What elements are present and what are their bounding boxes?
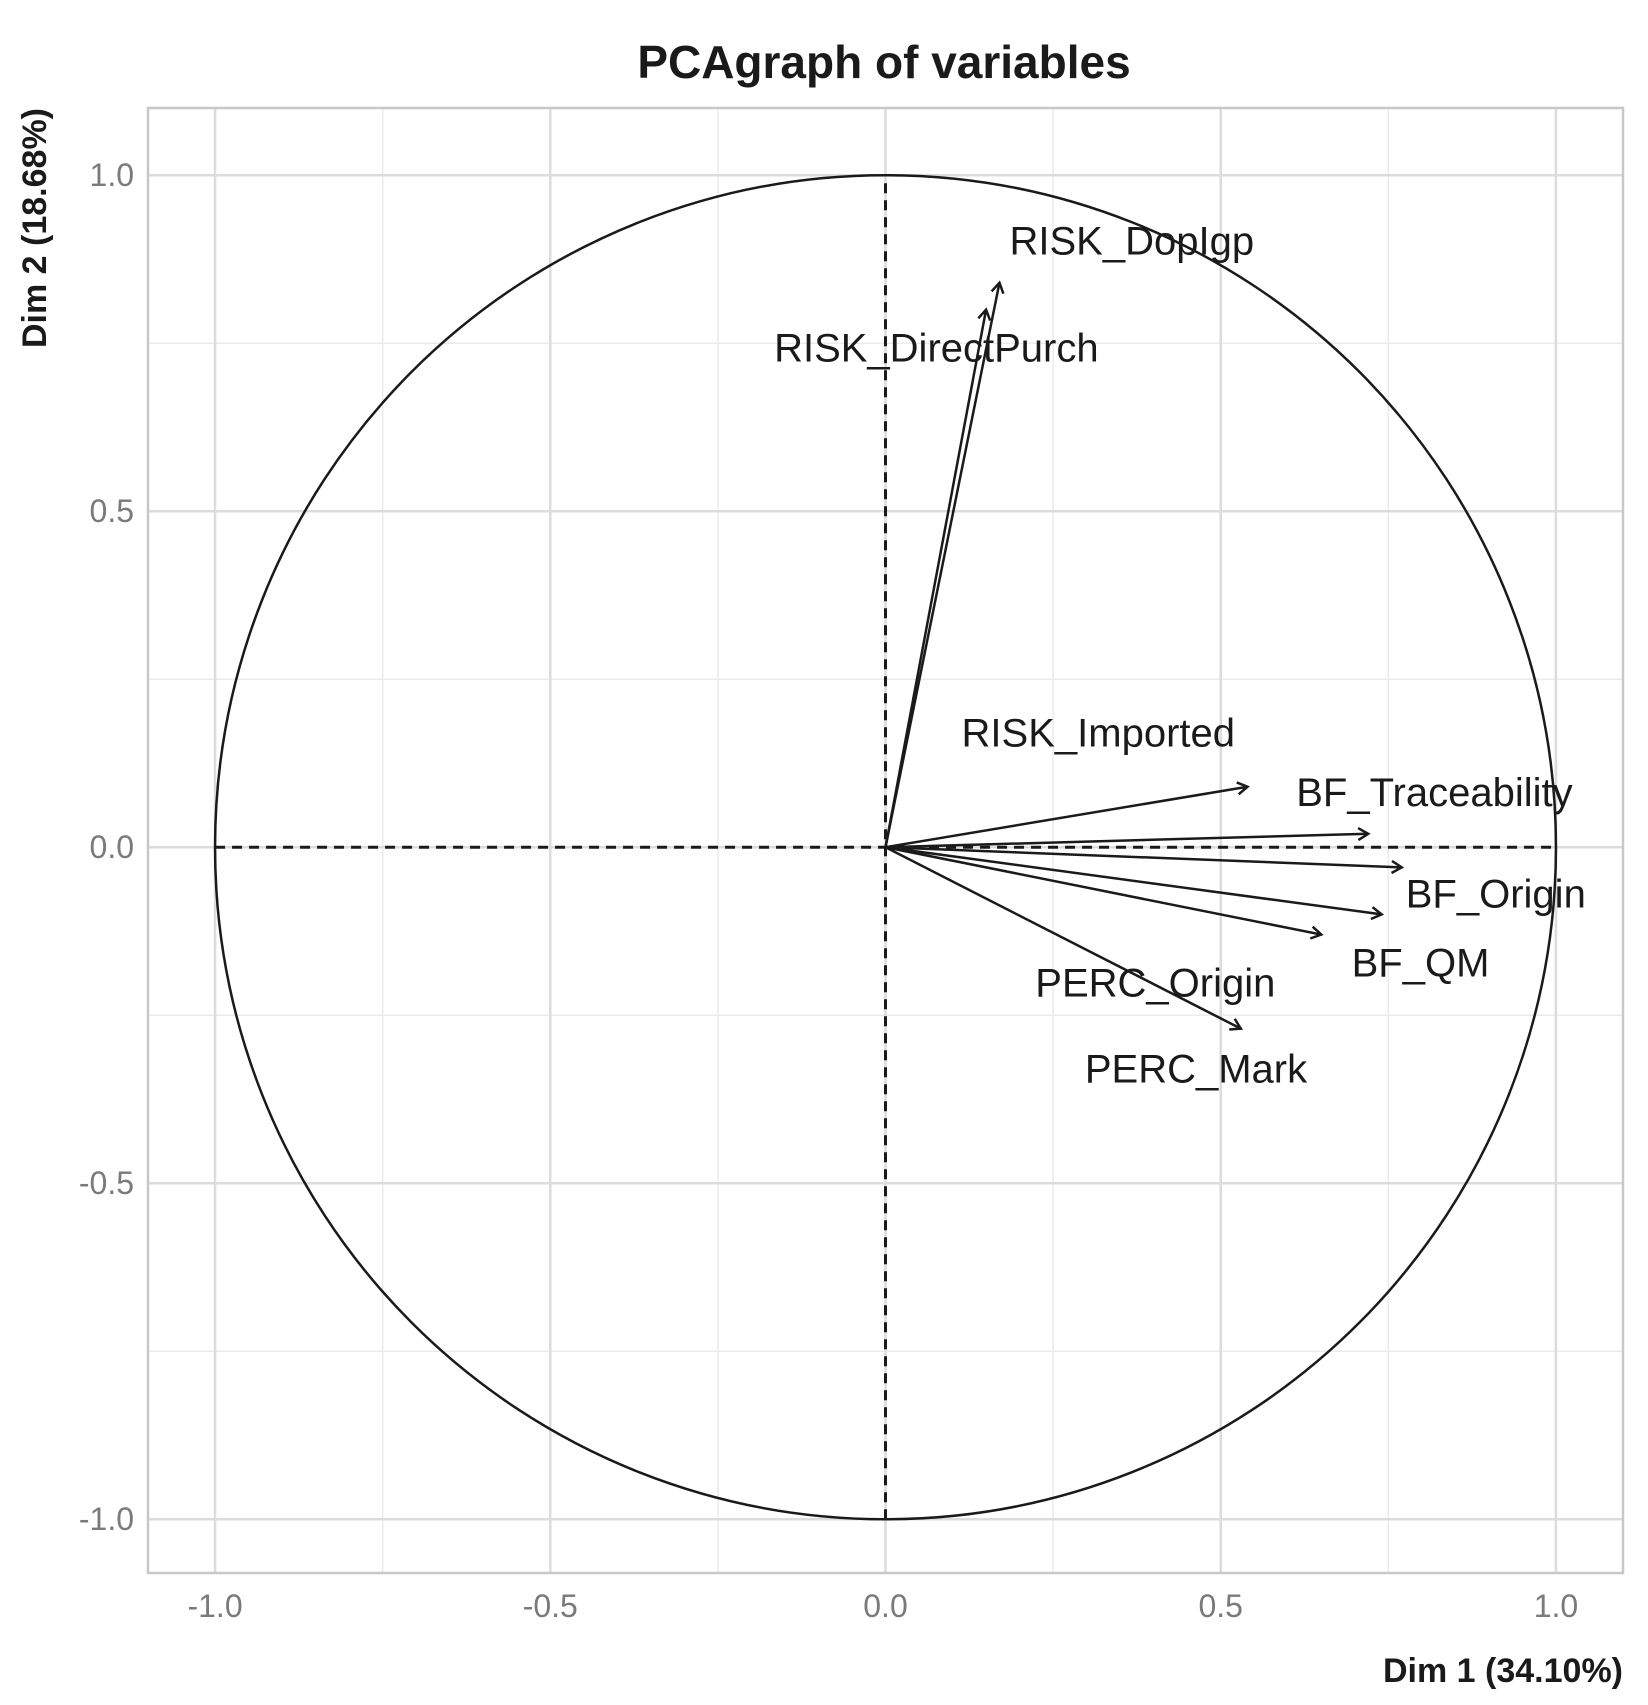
- x-axis-title: Dim 1 (34.10%): [1383, 1652, 1623, 1690]
- label-bf-qm: BF_QM: [1352, 941, 1490, 985]
- arrow-perc-origin: [885, 845, 1322, 934]
- y-tick-label: 0.5: [90, 493, 134, 529]
- panel-border: [146, 106, 1625, 1575]
- label-perc-mark: PERC_Mark: [1085, 1048, 1308, 1092]
- arrow-risk-directpurch: [884, 310, 987, 848]
- variable-arrows: [884, 283, 1402, 1029]
- arrow-perc-mark: [884, 846, 1241, 1028]
- y-tick-label: -1.0: [79, 1501, 134, 1537]
- y-axis-title: Dim 2 (18.68%): [16, 108, 54, 348]
- variable-labels: RISK_DopIgp RISK_DirectPurch RISK_Imported…: [774, 220, 1586, 1092]
- chart-title: PCAgraph of variables: [637, 36, 1130, 88]
- label-perc-origin: PERC_Origin: [1035, 962, 1275, 1006]
- arrow-risk-dopigp: [884, 283, 1000, 848]
- tick-labels: -1.0 -0.5 0.0 0.5 1.0 -1.0 -0.5 0.0 0.5 1.0: [79, 157, 1578, 1624]
- y-tick-label: 0.0: [90, 829, 134, 865]
- label-bf-traceability: BF_Traceability: [1296, 771, 1572, 815]
- arrow-bf-qm: [885, 845, 1382, 914]
- arrow-bf-origin: [885, 845, 1402, 867]
- x-tick-label: 1.0: [1534, 1588, 1578, 1624]
- y-tick-label: -0.5: [79, 1165, 134, 1201]
- y-tick-label: 1.0: [90, 157, 134, 193]
- x-tick-label: -0.5: [523, 1588, 578, 1624]
- x-tick-label: 0.5: [1198, 1588, 1242, 1624]
- label-risk-dopigp: RISK_DopIgp: [1009, 220, 1254, 264]
- label-risk-directpurch: RISK_DirectPurch: [774, 327, 1099, 371]
- arrow-bf-traceability: [885, 834, 1369, 849]
- x-tick-label: 0.0: [863, 1588, 907, 1624]
- arrow-risk-imported: [885, 787, 1248, 849]
- label-bf-origin: BF_Origin: [1406, 872, 1586, 916]
- x-tick-label: -1.0: [187, 1588, 242, 1624]
- label-risk-imported: RISK_Imported: [962, 712, 1235, 756]
